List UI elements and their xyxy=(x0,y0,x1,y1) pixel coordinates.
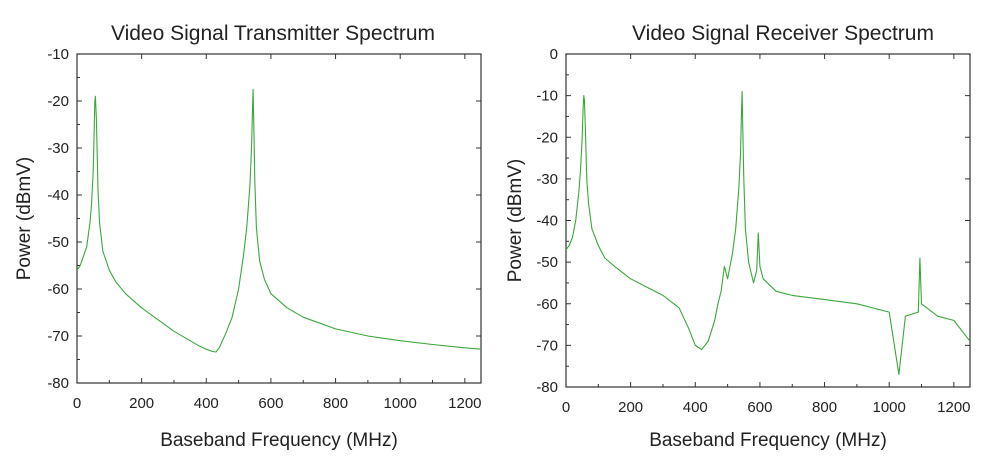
chart-title: Video Signal Transmitter Spectrum xyxy=(111,22,435,45)
x-axis-label: Baseband Frequency (MHz) xyxy=(160,430,398,451)
plot-frame xyxy=(565,53,971,388)
y-tick-label: -80 xyxy=(47,375,69,392)
x-tick-label: 1000 xyxy=(384,395,417,412)
x-tick-label: 0 xyxy=(73,395,81,412)
y-tick-label: -30 xyxy=(47,140,69,157)
series-line xyxy=(565,90,971,376)
y-tick-label: -10 xyxy=(536,88,558,105)
chart-title: Video Signal Receiver Spectrum xyxy=(632,22,934,45)
series-line xyxy=(76,88,482,353)
y-axis-label: Power (dBmV) xyxy=(14,157,35,281)
y-tick-label: 0 xyxy=(550,46,558,63)
x-tick-label: 800 xyxy=(323,395,348,412)
y-tick-label: -60 xyxy=(536,296,558,313)
chart-panel-2: Video Signal Receiver Spectrum -80 -70 -60 -… xyxy=(505,22,971,451)
y-tick-label: -80 xyxy=(536,379,558,396)
y-tick-label: -40 xyxy=(47,187,69,204)
x-tick-label: 600 xyxy=(747,399,772,416)
x-axis-label: Baseband Frequency (MHz) xyxy=(649,430,887,451)
y-tick-label: -70 xyxy=(47,328,69,345)
x-tick-label: 400 xyxy=(683,399,708,416)
y-tick-label: -50 xyxy=(536,254,558,271)
x-tick-label: 1000 xyxy=(873,399,906,416)
x-tick-label: 0 xyxy=(562,399,570,416)
y-tick-label: -60 xyxy=(47,281,69,298)
x-tick-label: 200 xyxy=(618,399,643,416)
y-tick-label: -70 xyxy=(536,337,558,354)
chart-panel-1: Video Signal Transmitter Spectrum -80 -70 -… xyxy=(14,22,482,451)
x-tick-label: 200 xyxy=(129,395,154,412)
x-tick-label: 800 xyxy=(812,399,837,416)
y-tick-label: -10 xyxy=(47,46,69,63)
x-tick-label: 600 xyxy=(258,395,283,412)
y-tick-label: -20 xyxy=(47,93,69,110)
x-tick-label: 1200 xyxy=(448,395,481,412)
plot-frame xyxy=(76,53,482,384)
y-tick-label: -40 xyxy=(536,213,558,230)
x-tick-label: 1200 xyxy=(937,399,970,416)
y-tick-label: -20 xyxy=(536,129,558,146)
y-tick-label: -30 xyxy=(536,171,558,188)
y-tick-label: -50 xyxy=(47,234,69,251)
y-axis-label: Power (dBmV) xyxy=(505,159,526,283)
x-tick-label: 400 xyxy=(194,395,219,412)
